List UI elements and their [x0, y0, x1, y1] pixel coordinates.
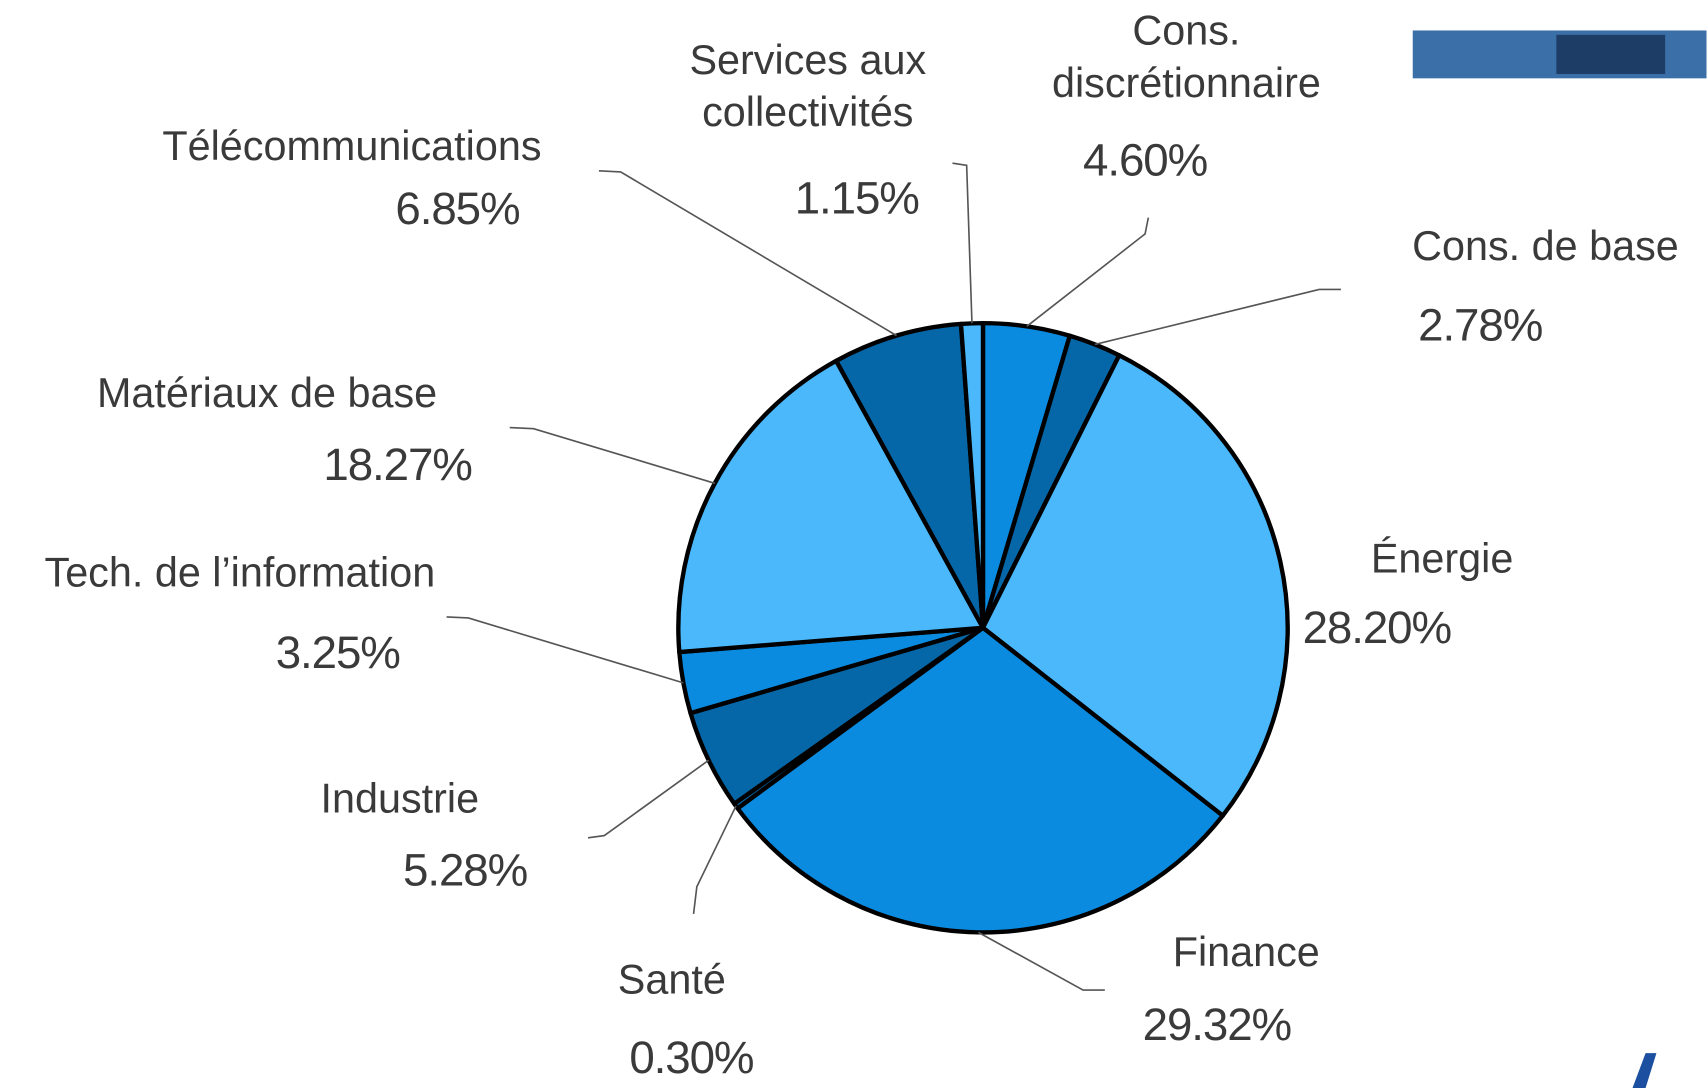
leader-line: [694, 806, 736, 914]
leader-line: [978, 932, 1104, 990]
value-label: 0.30%: [629, 1032, 753, 1083]
category-label: Tech. de l’information: [1, 547, 480, 599]
category-label: Matériaux de base: [49, 368, 484, 420]
category-label: Télécommunications: [123, 121, 580, 173]
category-label: Cons. de base: [1371, 221, 1707, 273]
category-label: Finance: [1110, 927, 1382, 979]
value-label: 3.25%: [276, 627, 400, 678]
logo-fragment: [1633, 1053, 1657, 1088]
category-label-box: Services aux collectivités: [666, 35, 949, 144]
category-label: Santé: [563, 954, 781, 1006]
category-label: Énergie: [1306, 533, 1578, 585]
leader-line: [953, 163, 972, 323]
category-label: Services aux collectivités: [666, 35, 949, 139]
category-label: Cons. discrétionnaire: [1023, 5, 1349, 109]
value-label: 2.78%: [1418, 300, 1542, 351]
value-label: 6.85%: [395, 183, 519, 234]
category-label-box: Tech. de l’information: [1, 547, 480, 656]
leader-line: [447, 617, 684, 683]
thumbnail-panel: [1556, 35, 1665, 74]
value-label: 28.20%: [1303, 602, 1451, 653]
leader-line: [1095, 289, 1341, 344]
page: {"chart_data": {"type": "pie", "categori…: [0, 0, 1707, 1088]
leader-line: [510, 428, 715, 484]
value-label: 1.15%: [795, 172, 919, 223]
value-label: 18.27%: [323, 439, 471, 490]
category-label: Industrie: [264, 774, 536, 826]
value-label: 5.28%: [403, 845, 527, 896]
value-label: 4.60%: [1083, 134, 1207, 185]
chart: Cons. discrétionnaire 4.60% Cons. de base 2…: [0, 0, 1707, 1088]
category-label-box: Cons. discrétionnaire: [1023, 5, 1349, 114]
leader-line: [1027, 218, 1149, 327]
value-label: 29.32%: [1143, 999, 1291, 1050]
leader-line: [588, 760, 709, 838]
